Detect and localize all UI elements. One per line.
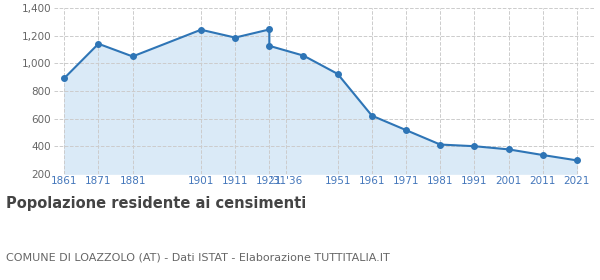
Text: Popolazione residente ai censimenti: Popolazione residente ai censimenti (6, 196, 306, 211)
Text: COMUNE DI LOAZZOLO (AT) - Dati ISTAT - Elaborazione TUTTITALIA.IT: COMUNE DI LOAZZOLO (AT) - Dati ISTAT - E… (6, 252, 390, 262)
